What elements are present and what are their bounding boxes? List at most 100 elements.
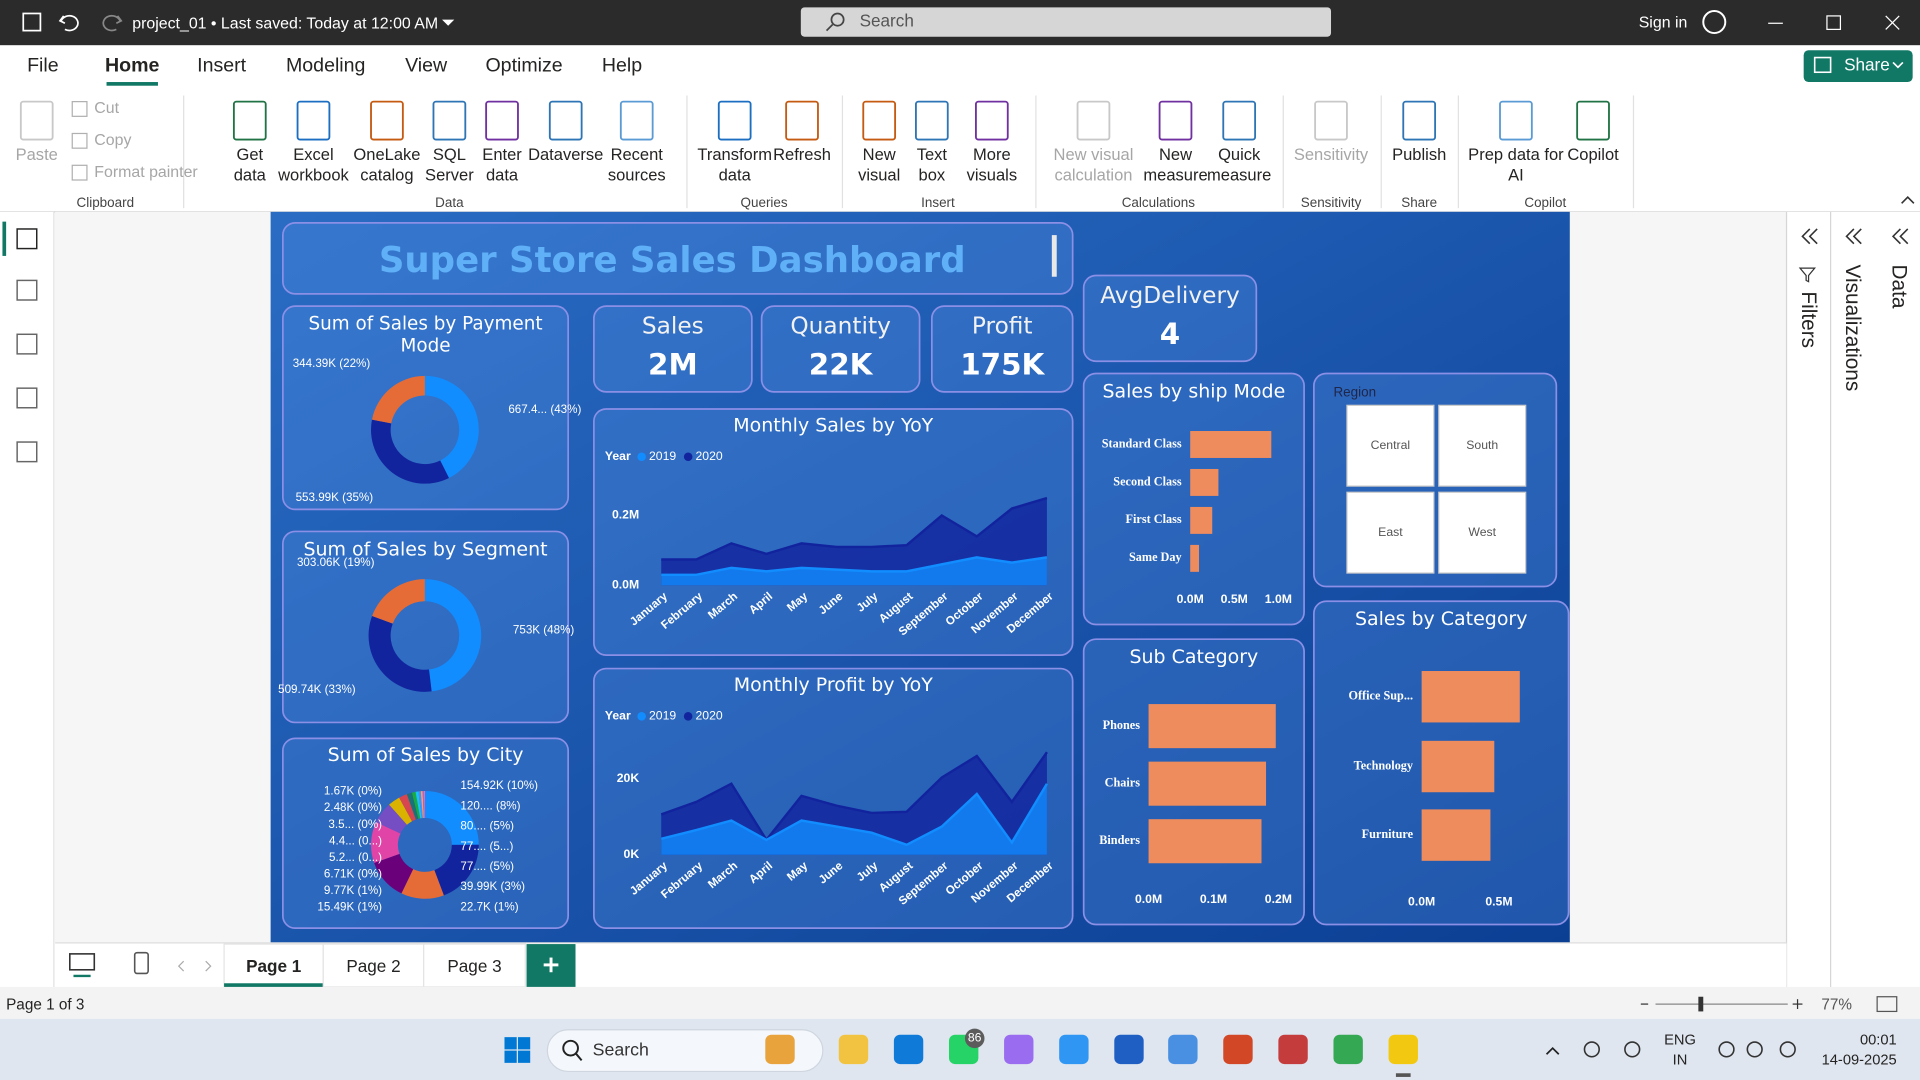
ribbon-button[interactable]: visuals (967, 166, 1017, 185)
taskbar-app[interactable] (1004, 1034, 1034, 1065)
save-icon[interactable] (22, 12, 42, 32)
page-tab-label[interactable]: Page 1 (246, 956, 302, 976)
view-icon[interactable] (16, 279, 38, 301)
donut-slice[interactable] (422, 791, 425, 818)
mobile-layout-icon[interactable] (133, 951, 149, 975)
donut-slice[interactable] (420, 791, 424, 819)
ribbon-button[interactable]: Recent (611, 145, 664, 164)
ribbon-button[interactable]: Copilot (1567, 145, 1619, 164)
menu-tab[interactable]: Insert (197, 54, 247, 76)
ribbon-button[interactable]: Excel (293, 145, 333, 164)
slicer-item[interactable]: East (1378, 525, 1403, 539)
donut-slice[interactable] (371, 375, 425, 424)
donut-slice[interactable] (372, 579, 425, 624)
menu-tab[interactable]: Optimize (485, 54, 562, 76)
donut-slice[interactable] (434, 844, 479, 896)
bar[interactable] (1148, 704, 1276, 749)
fit-page[interactable] (1876, 996, 1898, 1013)
slicer-tile[interactable] (1346, 491, 1435, 574)
view-icon[interactable] (16, 228, 38, 250)
taskbar-app[interactable] (838, 1034, 869, 1065)
taskbar-app[interactable] (1223, 1034, 1253, 1065)
tray-overflow[interactable] (1545, 1046, 1560, 1055)
page-tab-label[interactable]: Page 3 (447, 956, 501, 976)
ribbon-button[interactable]: visual (858, 166, 900, 185)
donut-slice[interactable] (368, 615, 432, 692)
ribbon-button[interactable]: data (719, 166, 752, 185)
collapse-ribbon[interactable] (1901, 196, 1915, 204)
ribbon-button[interactable]: box (919, 166, 946, 185)
page-tab-label[interactable]: Page 2 (346, 956, 400, 976)
sign-in[interactable]: Sign in (1639, 14, 1688, 31)
donut-slice[interactable] (406, 792, 419, 820)
bar[interactable] (1421, 809, 1491, 861)
ribbon-button[interactable]: workbook (277, 166, 349, 185)
donut-slice[interactable] (411, 791, 421, 819)
view-icon[interactable] (16, 387, 38, 409)
pane-title[interactable]: Visualizations (1841, 264, 1864, 391)
slicer-item[interactable]: West (1468, 525, 1496, 539)
ribbon-button[interactable]: Quick (1218, 145, 1261, 164)
bar[interactable] (1190, 468, 1219, 496)
donut-slice[interactable] (371, 822, 401, 863)
bar[interactable] (1190, 506, 1213, 534)
taskbar-app[interactable] (893, 1034, 924, 1065)
ribbon-button[interactable]: New (1159, 145, 1192, 164)
page-tab[interactable] (223, 943, 324, 988)
ribbon-button[interactable]: Transform (697, 145, 772, 164)
ribbon-button[interactable]: Prep data for (1468, 145, 1564, 164)
donut-slice[interactable] (371, 419, 449, 484)
taskbar-app[interactable] (1278, 1034, 1308, 1065)
slicer-tile[interactable] (1438, 491, 1527, 574)
menu-tab[interactable]: View (405, 54, 448, 76)
taskbar-app[interactable] (1388, 1034, 1418, 1065)
bar[interactable] (1190, 431, 1272, 458)
ribbon-button[interactable]: measure (1207, 166, 1271, 185)
ribbon-button[interactable]: catalog (360, 166, 413, 185)
ribbon-button[interactable]: Text (917, 145, 948, 164)
donut-slice[interactable] (389, 797, 413, 825)
menu-tab[interactable]: Modeling (286, 54, 365, 76)
donut-slice[interactable] (424, 791, 479, 845)
ribbon-button[interactable]: AI (1508, 166, 1524, 185)
view-icon[interactable] (16, 333, 38, 355)
file-menu-caret[interactable] (442, 19, 455, 26)
bar[interactable] (1148, 819, 1262, 864)
pane-expand[interactable] (1801, 228, 1818, 245)
ribbon-button[interactable]: New (863, 145, 896, 164)
ribbon-button[interactable]: More (973, 145, 1011, 164)
taskbar-app[interactable] (1333, 1034, 1363, 1065)
ribbon-button[interactable]: measure (1143, 166, 1207, 185)
ribbon-button[interactable]: Enter (482, 145, 522, 164)
donut-slice[interactable] (399, 794, 416, 822)
ribbon-button[interactable]: Server (425, 166, 474, 185)
donut-slice[interactable] (424, 375, 479, 478)
taskbar-app[interactable] (765, 1034, 795, 1065)
menu-tab[interactable]: File (27, 54, 59, 76)
ribbon-button[interactable]: OneLake (353, 145, 420, 164)
page-tab[interactable] (322, 943, 425, 988)
taskbar-app[interactable] (1168, 1034, 1198, 1065)
bar[interactable] (1190, 544, 1200, 572)
ribbon-button[interactable]: Refresh (773, 145, 831, 164)
slicer-item[interactable]: Central (1371, 438, 1410, 452)
pane-title[interactable]: Data (1887, 264, 1910, 308)
bar[interactable] (1148, 761, 1267, 806)
ribbon-button[interactable]: Get (236, 145, 263, 164)
search-box[interactable] (800, 7, 1332, 37)
desktop-layout-icon[interactable] (69, 953, 96, 971)
ribbon-button[interactable]: data (234, 166, 267, 185)
pane-expand[interactable] (1891, 228, 1909, 245)
menu-tab[interactable]: Help (602, 54, 642, 76)
pane-title[interactable]: Filters (1797, 291, 1820, 348)
taskbar-app[interactable] (1114, 1034, 1144, 1065)
view-icon[interactable] (16, 441, 38, 463)
ribbon-button[interactable]: Dataverse (528, 145, 603, 164)
bar[interactable] (1421, 671, 1520, 723)
undo-icon[interactable] (58, 14, 79, 32)
ribbon-button[interactable]: data (486, 166, 519, 185)
bar[interactable] (1421, 740, 1495, 793)
taskbar-app[interactable] (1059, 1034, 1089, 1065)
ribbon-button[interactable]: sources (608, 166, 666, 185)
slicer-item[interactable]: South (1466, 438, 1498, 452)
